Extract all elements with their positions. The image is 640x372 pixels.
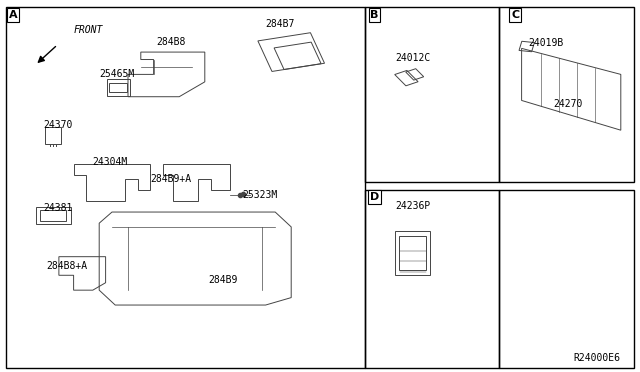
Text: 25465M: 25465M <box>99 70 134 79</box>
Text: 284B9: 284B9 <box>208 275 237 285</box>
Text: 24381: 24381 <box>44 203 73 213</box>
Text: 24304M: 24304M <box>93 157 128 167</box>
Text: 25323M: 25323M <box>242 190 277 200</box>
Text: 284B7: 284B7 <box>266 19 295 29</box>
Bar <box>365 190 499 368</box>
Text: R24000E6: R24000E6 <box>574 353 621 363</box>
Text: 284B9+A: 284B9+A <box>150 174 191 184</box>
Text: C: C <box>511 10 519 20</box>
Text: D: D <box>370 192 379 202</box>
Text: FRONT: FRONT <box>74 25 103 35</box>
Bar <box>365 7 499 182</box>
Bar <box>499 190 634 368</box>
Text: B: B <box>370 10 379 20</box>
Text: 24236P: 24236P <box>396 202 431 211</box>
Text: 24012C: 24012C <box>395 53 430 62</box>
Text: 284B8: 284B8 <box>157 37 186 46</box>
Text: 24270: 24270 <box>554 99 583 109</box>
Bar <box>499 7 634 182</box>
Bar <box>6 7 365 368</box>
Text: 284B8+A: 284B8+A <box>46 261 87 271</box>
Text: 24019B: 24019B <box>528 38 563 48</box>
Text: A: A <box>8 10 17 20</box>
Text: 24370: 24370 <box>44 120 73 129</box>
